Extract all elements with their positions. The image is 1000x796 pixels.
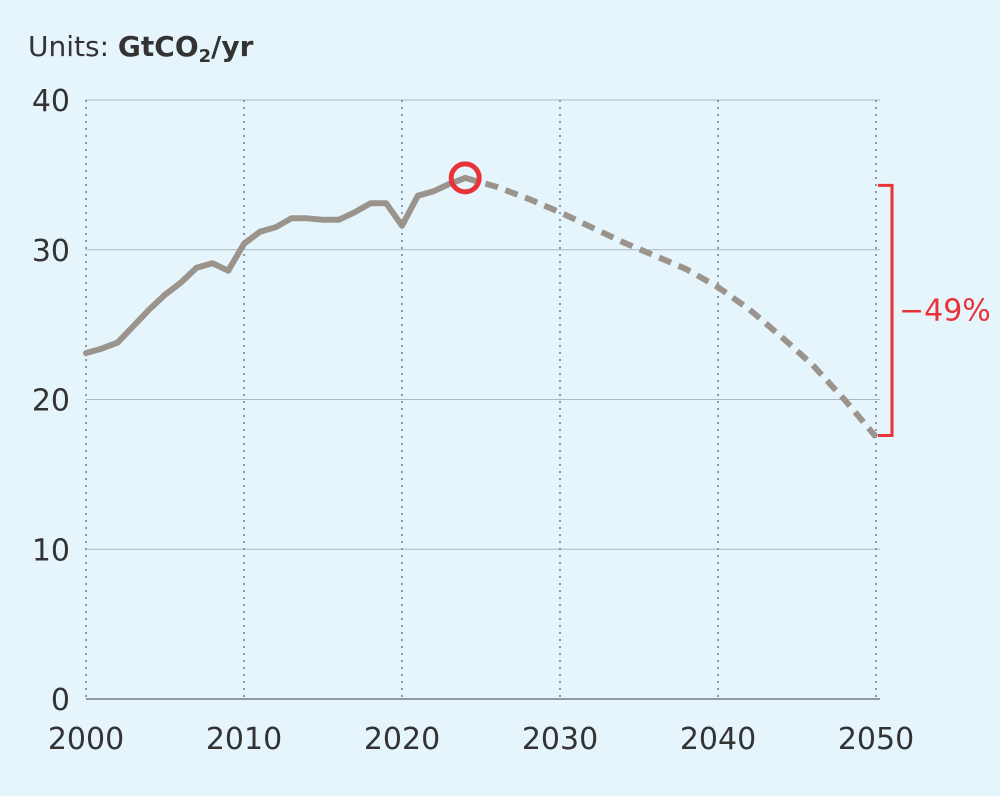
x-tick-label: 2010	[206, 722, 282, 757]
units-unit: GtCO	[118, 30, 199, 63]
reduction-annotation: −49%	[878, 183, 991, 437]
y-tick-label: 20	[32, 384, 70, 419]
x-tick-label: 2030	[522, 722, 598, 757]
units-suffix: /yr	[211, 30, 253, 63]
units-label: Units: GtCO2/yr	[28, 30, 254, 67]
y-tick-label: 30	[32, 234, 70, 269]
x-tick-label: 2040	[680, 722, 756, 757]
x-tick-label: 2000	[48, 722, 124, 757]
y-tick-label: 10	[32, 533, 70, 568]
y-axis-ticks: 0 10 20 30 40	[32, 84, 70, 718]
bracket	[878, 183, 894, 437]
x-axis-ticks: 2000 2010 2020 2030 2040 2050	[48, 722, 914, 757]
units-subscript: 2	[199, 46, 212, 67]
historical-line	[83, 174, 469, 357]
grid	[86, 99, 880, 699]
units-prefix: Units:	[28, 30, 118, 63]
x-tick-label: 2020	[364, 722, 440, 757]
projection-line	[464, 175, 879, 439]
peak-marker-group	[448, 161, 482, 195]
series-group	[83, 174, 879, 439]
reduction-label: −49%	[899, 293, 991, 328]
peak-marker	[448, 161, 482, 195]
y-tick-label: 40	[32, 84, 70, 119]
axes	[85, 100, 880, 700]
y-tick-label: 0	[51, 683, 70, 718]
x-tick-label: 2050	[838, 722, 914, 757]
